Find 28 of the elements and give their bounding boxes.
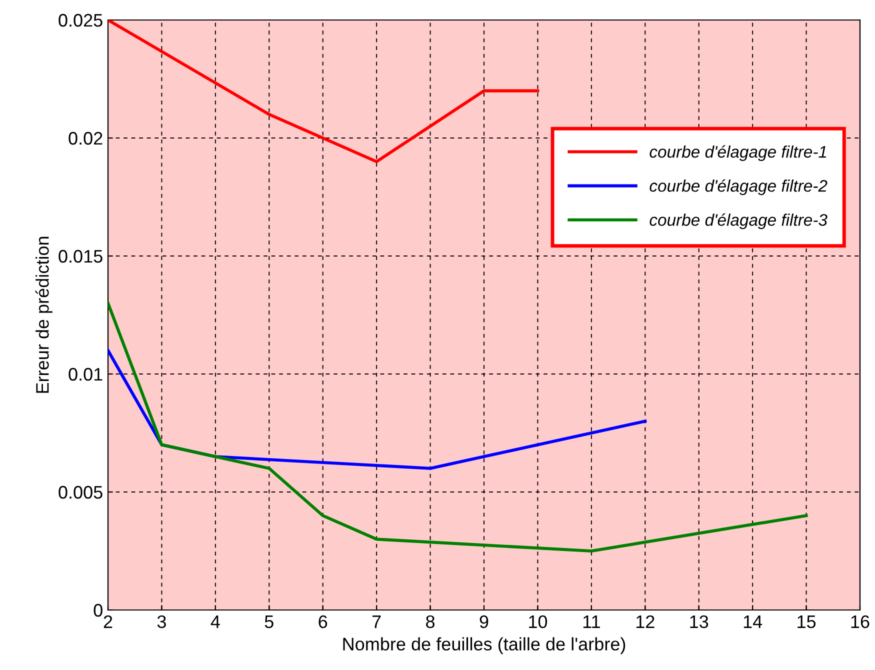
x-tick-label: 2 <box>104 615 112 628</box>
x-tick-label: 10 <box>529 615 548 628</box>
y-tick-label: 0.005 <box>58 486 102 499</box>
y-tick-label: 0.025 <box>58 14 102 27</box>
x-tick-label: 12 <box>636 615 654 628</box>
x-tick-label: 6 <box>318 615 328 628</box>
x-tick-label: 8 <box>426 615 435 628</box>
y-tick-label: 0 <box>94 604 102 617</box>
x-tick-label: 5 <box>264 616 274 628</box>
y-axis-title: Erreur de prédiction <box>35 236 52 393</box>
x-tick-label: 7 <box>372 616 381 628</box>
line-series <box>108 302 808 553</box>
x-tick-label: 11 <box>583 616 600 628</box>
x-tick-label: 16 <box>851 615 870 628</box>
x-tick-label: 3 <box>157 615 166 628</box>
legend-label: courbe d'élagage filtre-2 <box>650 179 828 196</box>
y-tick-label: 0.01 <box>68 368 102 381</box>
x-tick-label: 4 <box>210 616 220 628</box>
line-series <box>108 20 540 164</box>
y-tick-label: 0.015 <box>58 250 102 263</box>
x-axis-title: Nombre de feuilles (taille de l'arbre) <box>343 637 626 654</box>
x-tick-label: 13 <box>690 615 708 628</box>
y-tick-label: 0.02 <box>68 132 102 145</box>
x-tick-label: 9 <box>480 615 488 628</box>
legend-label: courbe d'élagage filtre-3 <box>650 213 828 230</box>
legend-label: courbe d'élagage filtre-1 <box>650 145 826 162</box>
x-tick-label: 15 <box>798 616 816 628</box>
x-tick-label: 14 <box>744 616 762 628</box>
